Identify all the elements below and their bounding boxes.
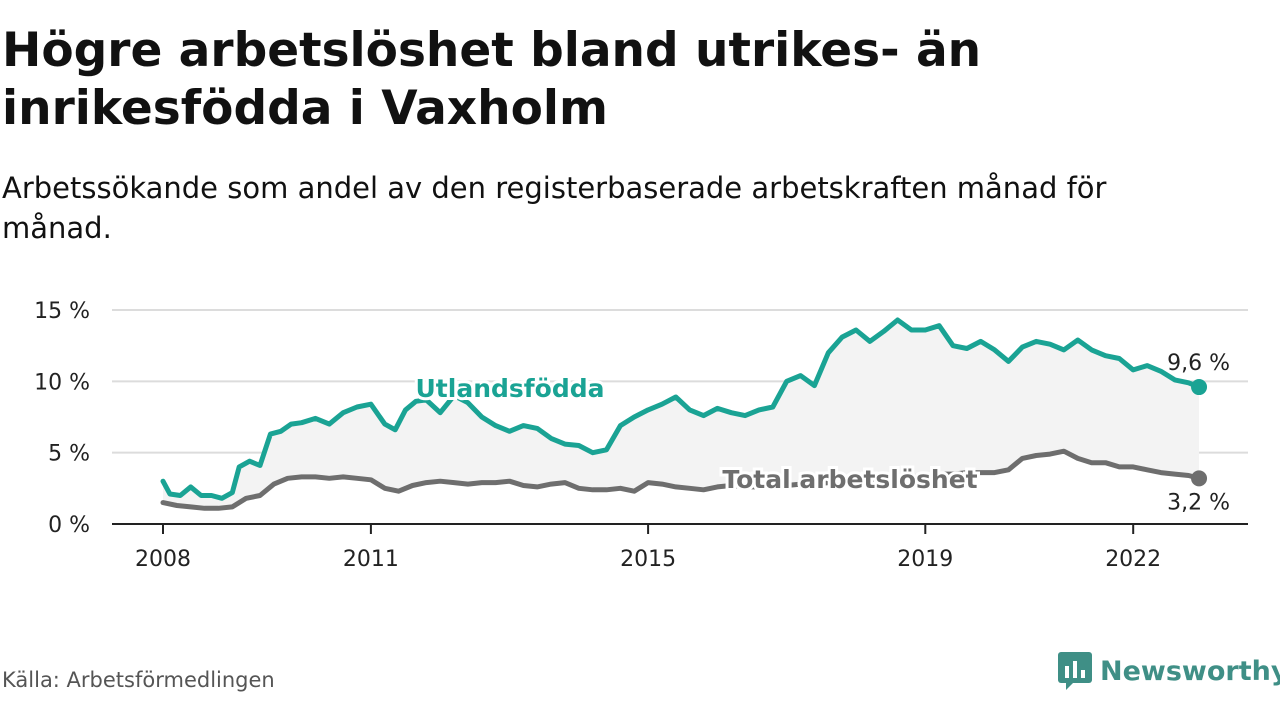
x-tick-label: 2011 <box>343 547 399 572</box>
y-tick-label: 0 % <box>48 513 90 538</box>
y-tick-label: 5 % <box>48 442 90 467</box>
newsworthy-logo-icon <box>1058 652 1092 690</box>
x-tick-label: 2022 <box>1105 547 1161 572</box>
series-line-utlandsfodda <box>160 317 1202 501</box>
source-note: Källa: Arbetsförmedlingen <box>2 668 275 692</box>
series-line-total <box>160 448 1202 511</box>
end-point-total <box>1191 470 1208 487</box>
series-label-total: Total arbetslöshet <box>722 465 977 494</box>
end-label-utlandsfodda: 9,6 % <box>1167 351 1230 376</box>
end-label-total: 3,2 % <box>1167 490 1230 515</box>
brand-name: Newsworthy <box>1100 655 1280 687</box>
chart-title: Högre arbetslöshet bland utrikes- än inr… <box>2 23 982 136</box>
y-tick-label: 15 % <box>34 299 90 324</box>
x-tick-label: 2019 <box>897 547 953 572</box>
x-tick-label: 2015 <box>620 547 676 572</box>
series-label-utlandsfodda: Utlandsfödda <box>416 374 605 403</box>
brand-logo[interactable]: Newsworthy <box>1058 652 1280 690</box>
range-band <box>163 320 1199 509</box>
chart-subtitle: Arbetssökande som andel av den registerb… <box>2 171 1107 245</box>
x-tick-label: 2008 <box>135 547 191 572</box>
line-chart: 0 % 5 % 10 % 15 % 2008 2011 2015 2019 2022 9,6 % 3… <box>34 299 1248 572</box>
end-point-utlandsfodda <box>1191 379 1208 396</box>
y-tick-label: 10 % <box>34 370 90 395</box>
